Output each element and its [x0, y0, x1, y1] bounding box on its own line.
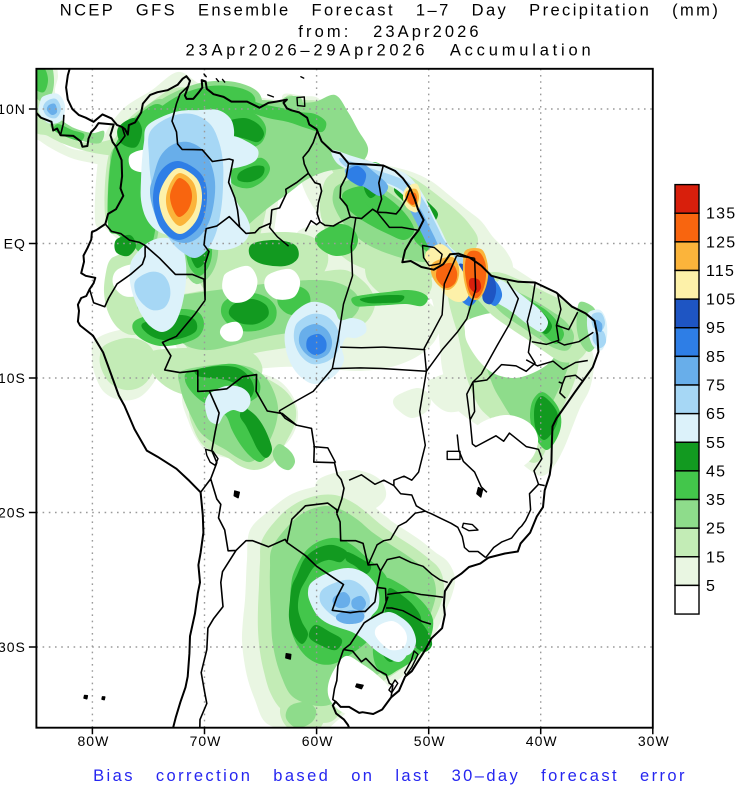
svg-text:NCEP GFS Ensemble Forecast 1–7: NCEP GFS Ensemble Forecast 1–7 Day Preci…: [60, 2, 720, 20]
svg-text:5: 5: [706, 578, 716, 595]
svg-text:40W: 40W: [526, 733, 558, 749]
svg-text:EQ: EQ: [4, 236, 26, 252]
svg-text:60W: 60W: [302, 733, 334, 749]
svg-text:30W: 30W: [638, 733, 670, 749]
svg-text:15: 15: [706, 549, 726, 566]
svg-text:20S: 20S: [0, 505, 26, 521]
svg-text:35: 35: [706, 492, 726, 509]
svg-text:80W: 80W: [78, 733, 110, 749]
svg-text:95: 95: [706, 320, 726, 337]
svg-text:75: 75: [706, 378, 726, 395]
svg-text:10N: 10N: [0, 101, 26, 117]
svg-text:23Apr2026–29Apr2026 Accumulati: 23Apr2026–29Apr2026 Accumulation: [186, 42, 595, 60]
svg-text:70W: 70W: [190, 733, 222, 749]
svg-text:55: 55: [706, 435, 726, 452]
svg-text:25: 25: [706, 521, 726, 538]
svg-text:30S: 30S: [0, 639, 26, 655]
svg-text:from: 23Apr2026: from: 23Apr2026: [298, 23, 481, 41]
svg-text:105: 105: [706, 292, 736, 309]
svg-text:10S: 10S: [0, 370, 26, 386]
svg-text:45: 45: [706, 463, 726, 480]
svg-text:65: 65: [706, 406, 726, 423]
svg-text:50W: 50W: [414, 733, 446, 749]
svg-text:135: 135: [706, 206, 736, 223]
svg-text:125: 125: [706, 234, 736, 251]
svg-text:85: 85: [706, 349, 726, 366]
svg-text:115: 115: [706, 263, 735, 280]
svg-text:Bias correction based on last: Bias correction based on last 30–day for…: [93, 767, 687, 785]
